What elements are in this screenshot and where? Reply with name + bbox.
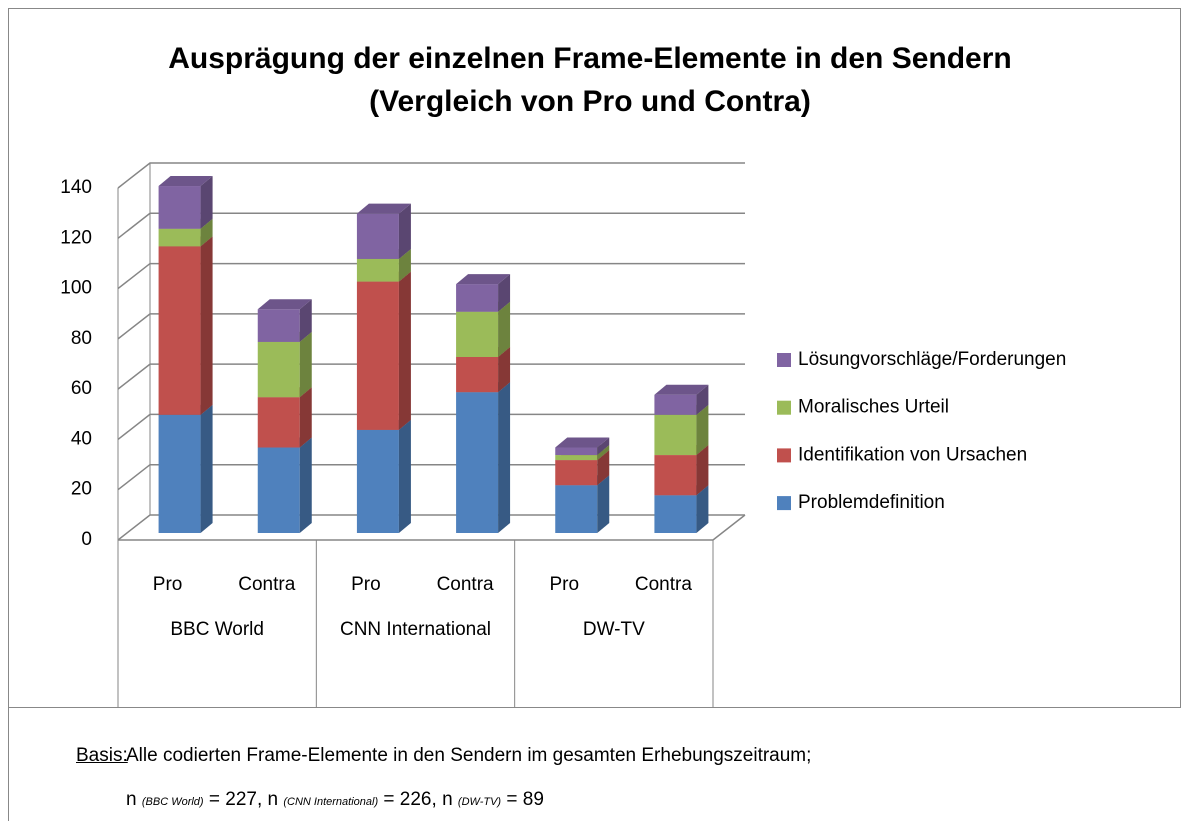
x-tick-label: Pro [549,574,579,595]
bar-segment [456,311,499,357]
bar-side [200,218,213,247]
footer: Basis: Alle codierten Frame-Elemente in … [8,708,1182,821]
n-subscript: (CNN International) [283,796,379,808]
bar-segment [257,447,300,533]
n-symbol: n [442,789,453,810]
bar-top [257,299,312,310]
footer-n: n (BBC World) = 227, n (CNN Internationa… [126,789,544,811]
bar-segment [257,397,300,448]
bar-segment [654,455,697,496]
bar-side [299,299,312,342]
footer-label: Basis: [76,745,128,766]
bar-side [498,274,511,312]
legend-swatch [777,496,791,511]
bar-segment [158,228,201,247]
y-tick-label: 20 [71,479,92,500]
bar-top [555,437,610,448]
y-tick-label: 120 [60,227,92,248]
chart-title: Ausprägung der einzelnen Frame-Elemente … [168,42,1012,75]
chart-subtitle: (Vergleich von Pro und Contra) [369,85,811,118]
bar-segment [356,429,399,533]
y-tick-label: 140 [60,177,92,198]
bar-segment [257,341,300,398]
legend-label: Identifikation von Ursachen [798,444,1027,465]
bar-segment [555,455,598,461]
chart: Ausprägung der einzelnen Frame-Elemente … [8,8,1181,708]
x-tick-label: Contra [437,574,494,595]
bar-side [498,301,511,357]
footer-text: Alle codierten Frame-Elemente in den Sen… [126,745,812,766]
bar-side [398,248,411,282]
n-symbol: n [267,789,279,810]
bar-side [299,331,312,398]
y-tick-label: 100 [60,278,92,299]
bar-segment [654,394,697,415]
bar-side [398,203,411,259]
bar-side [200,404,213,533]
bar-side [696,404,709,456]
bar-top [356,203,411,214]
y-tick-label: 80 [71,328,92,349]
bar-segment [158,246,201,415]
bar-side [597,450,610,486]
bar-segment [356,281,399,430]
bar-top [456,274,511,285]
n-value: = 89 [506,789,544,810]
bar-side [398,419,411,533]
bar-side [597,475,610,533]
group-label: DW-TV [582,619,645,640]
legend-swatch [777,448,791,463]
bar-top [158,176,213,187]
bar-segment [456,284,499,312]
bar-segment [356,213,399,259]
x-tick-label: Contra [635,574,692,595]
bar-segment [555,485,598,533]
n-symbol: n [126,789,137,810]
legend-label: Lösungvorschläge/Forderungen [798,349,1066,370]
bar-segment [654,414,697,456]
y-tick-label: 0 [81,529,92,550]
legend-label: Moralisches Urteil [798,397,949,418]
x-tick-label: Contra [238,574,295,595]
bar-side [299,387,312,448]
x-tick-label: Pro [351,574,381,595]
bar-top [654,384,709,395]
bar-side [200,176,213,229]
bar-side [200,236,213,415]
bar-segment [257,309,300,342]
n-subscript: (DW-TV) [457,796,502,808]
group-label: CNN International [339,619,492,640]
bar-side [299,437,312,533]
bar-side [398,271,411,430]
n-value: = 227, [208,789,263,810]
bar-segment [158,186,201,229]
bar-side [498,382,511,533]
bar-side [696,445,709,496]
bar-segment [356,258,399,282]
bar-segment [654,495,697,533]
bar-side [696,485,709,533]
n-subscript: (BBC World) [141,796,204,808]
bar-segment [158,414,201,533]
y-tick-label: 60 [71,378,92,399]
legend-label: Problemdefinition [798,492,945,513]
bar-side [597,445,610,461]
bar-side [597,437,610,456]
legend-swatch [777,353,791,367]
bar-segment [555,460,598,486]
n-value: = 226, [383,789,437,810]
bar-side [498,347,511,393]
legend-swatch [777,400,791,415]
bar-segment [555,447,598,456]
bar-side [696,384,709,415]
x-tick-label: Pro [153,574,183,595]
y-tick-label: 40 [71,428,92,449]
bar-segment [456,357,499,393]
group-label: BBC World [170,619,264,640]
bar-segment [456,392,499,533]
